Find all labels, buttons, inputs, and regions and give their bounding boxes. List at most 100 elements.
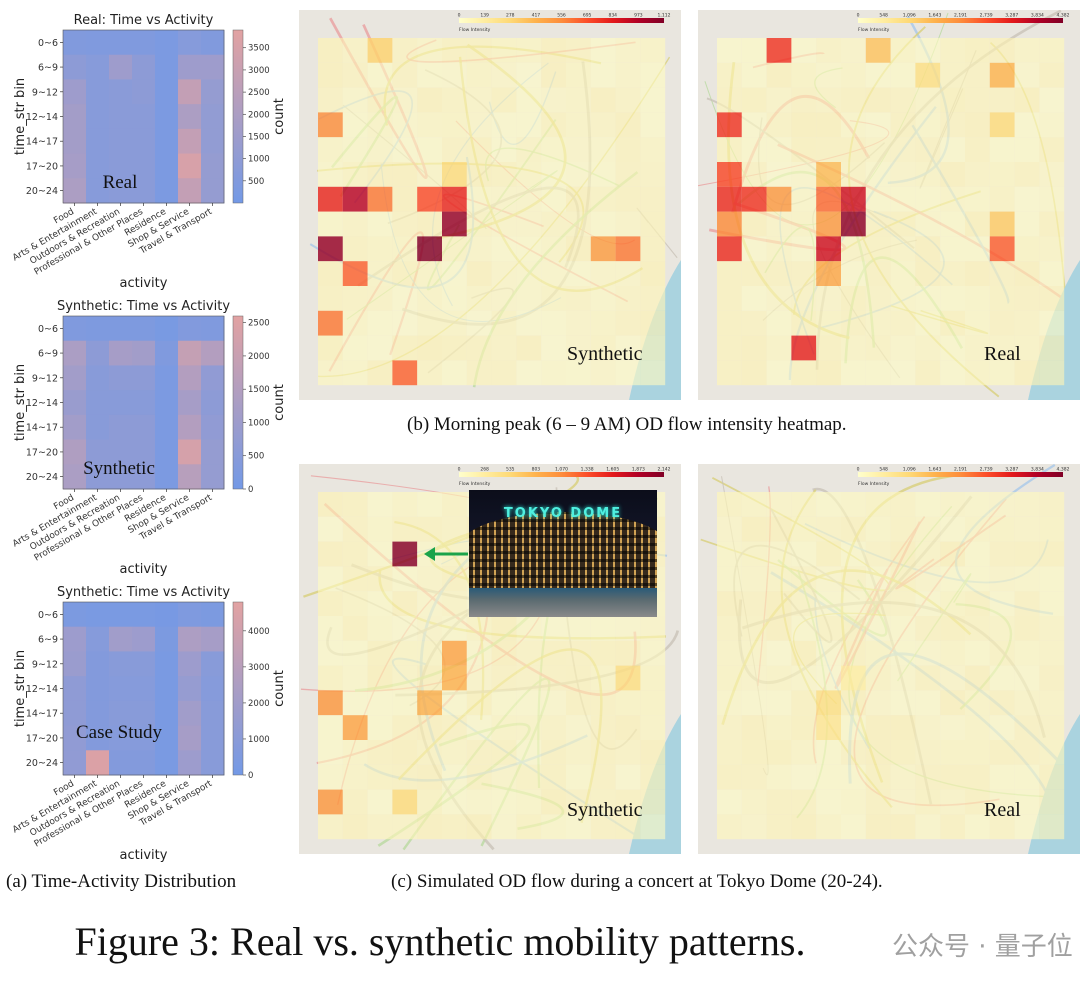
heatmap-cell xyxy=(109,79,133,105)
od-cell xyxy=(1014,640,1040,666)
od-cell xyxy=(915,665,941,691)
od-cell xyxy=(590,87,616,113)
heatmap-cell xyxy=(201,390,225,416)
od-cell xyxy=(915,764,941,790)
heatmap-cell xyxy=(178,725,202,751)
od-cell xyxy=(915,616,941,641)
od-cell xyxy=(466,335,492,361)
od-cell xyxy=(791,211,817,237)
od-cell xyxy=(890,211,916,237)
od-hot-cell xyxy=(791,335,817,361)
od-cell xyxy=(640,87,666,113)
heatmap-cell xyxy=(63,128,87,155)
flow-tick-label: 548 xyxy=(879,467,888,473)
od-cell xyxy=(741,261,767,286)
od-cell xyxy=(816,310,841,336)
od-cell xyxy=(566,286,591,311)
od-cell xyxy=(940,186,965,212)
heatmap-cell xyxy=(178,178,202,204)
y-tick-label: 9~12 xyxy=(32,87,58,98)
od-cell xyxy=(640,162,666,187)
od-cell xyxy=(1014,541,1040,567)
heatmap-cell xyxy=(63,700,87,727)
od-cell xyxy=(466,740,492,765)
od-hot-cell xyxy=(342,186,368,212)
od-cell xyxy=(816,492,841,517)
od-cell xyxy=(640,764,666,790)
od-cell xyxy=(318,492,343,517)
od-cell xyxy=(466,87,492,113)
od-cell xyxy=(392,814,418,840)
od-hot-cell xyxy=(590,236,616,262)
od-cell xyxy=(1039,492,1065,517)
od-cell xyxy=(865,286,891,311)
od-cell xyxy=(816,640,841,666)
od-cell xyxy=(791,516,817,542)
od-cell xyxy=(816,286,841,311)
od-cell xyxy=(342,335,368,361)
od-cell xyxy=(965,335,990,361)
od-hot-cell xyxy=(442,640,467,666)
colorbar-tick-label: 3000 xyxy=(248,66,270,76)
od-cell xyxy=(865,814,891,840)
od-cell xyxy=(890,690,916,716)
od-cell xyxy=(841,38,866,63)
od-cell xyxy=(890,764,916,790)
heatmap-cell xyxy=(201,79,225,105)
od-cell xyxy=(516,740,542,765)
od-cell xyxy=(342,814,368,840)
od-cell xyxy=(816,740,841,765)
heatmap-cell xyxy=(109,365,133,391)
od-cell xyxy=(989,492,1015,517)
od-cell xyxy=(915,335,941,361)
od-cell xyxy=(640,814,666,840)
colorbar-tick-label: 1500 xyxy=(248,385,270,395)
od-cell xyxy=(590,310,616,336)
tokyo-dome-photo: TOKYO DOME xyxy=(469,490,657,617)
flow-tick-label: 139 xyxy=(480,13,489,19)
od-cell xyxy=(491,62,517,88)
od-cell xyxy=(965,112,990,138)
od-cell xyxy=(965,261,990,286)
heatmap-cell xyxy=(201,178,225,204)
od-cell xyxy=(841,640,866,666)
od-cell xyxy=(491,360,517,386)
heatmap-cell xyxy=(178,30,202,56)
od-cell xyxy=(717,690,742,716)
od-cell xyxy=(816,137,841,162)
od-cell xyxy=(940,814,965,840)
od-cell xyxy=(890,286,916,311)
od-cell xyxy=(717,591,742,616)
od-cell xyxy=(816,814,841,840)
od-cell xyxy=(615,162,641,187)
od-cell xyxy=(717,566,742,592)
od-cell xyxy=(717,814,742,840)
od-cell xyxy=(640,690,666,716)
heatmap-cell xyxy=(201,464,225,490)
od-cell xyxy=(940,591,965,616)
od-hot-cell xyxy=(367,186,393,212)
od-cell xyxy=(1014,335,1040,361)
od-cell xyxy=(940,360,965,386)
od-cell xyxy=(566,62,591,88)
od-cell xyxy=(417,137,442,162)
od-cell xyxy=(841,87,866,113)
od-cell xyxy=(318,286,343,311)
od-cell xyxy=(940,87,965,113)
od-cell xyxy=(367,286,393,311)
od-cell xyxy=(615,261,641,286)
heatmap-cell xyxy=(201,128,225,155)
od-cell xyxy=(940,789,965,815)
od-cell xyxy=(816,112,841,138)
y-axis-label: time_str bin xyxy=(13,364,28,441)
od-cell xyxy=(615,715,641,740)
od-cell xyxy=(516,789,542,815)
heatmap-cell xyxy=(109,104,133,130)
od-cell xyxy=(766,516,792,542)
heatmap-cell xyxy=(86,464,110,490)
od-cell xyxy=(417,62,442,88)
od-cell xyxy=(791,162,817,187)
od-hot-cell xyxy=(392,541,418,567)
od-cell xyxy=(816,764,841,790)
od-cell xyxy=(965,62,990,88)
